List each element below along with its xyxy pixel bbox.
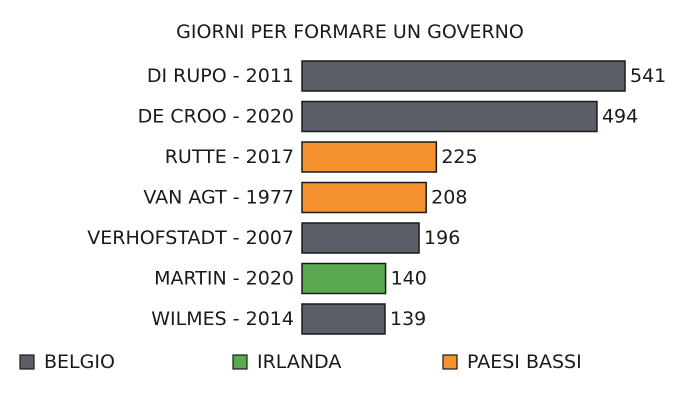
- bar: [301, 262, 387, 295]
- legend-swatch: [19, 354, 35, 370]
- legend-swatch: [232, 354, 248, 370]
- legend-label: IRLANDA: [257, 351, 341, 373]
- legend-label: BELGIO: [44, 351, 115, 373]
- category-label: RUTTE - 2017: [165, 146, 294, 168]
- value-label: 140: [391, 268, 427, 290]
- legend-swatch: [442, 354, 458, 370]
- bar: [301, 100, 598, 133]
- value-label: 225: [441, 146, 477, 168]
- category-label: DI RUPO - 2011: [147, 65, 294, 87]
- value-label: 196: [424, 227, 460, 249]
- legend-item: PAESI BASSI: [442, 351, 582, 373]
- category-label: DE CROO - 2020: [138, 106, 294, 128]
- bars-group: DI RUPO - 2011 541 DE CROO - 2020 494 RUTTE …: [87, 60, 666, 335]
- chart-title: GIORNI PER FORMARE UN GOVERNO: [176, 21, 524, 43]
- value-label: 139: [390, 308, 426, 330]
- bar: [301, 303, 386, 335]
- category-label: MARTIN - 2020: [154, 268, 294, 290]
- value-label: 208: [431, 187, 467, 209]
- value-label: 494: [602, 106, 638, 128]
- category-label: VERHOFSTADT - 2007: [87, 227, 294, 249]
- category-label: WILMES - 2014: [151, 308, 294, 330]
- legend-item: IRLANDA: [232, 351, 341, 373]
- legend-item: BELGIO: [19, 351, 115, 373]
- bar: [301, 60, 626, 92]
- bar: [301, 222, 420, 254]
- category-label: VAN AGT - 1977: [143, 187, 294, 209]
- bar: [301, 141, 438, 173]
- legend-label: PAESI BASSI: [467, 351, 582, 373]
- legend: BELGIO IRLANDA PAESI BASSI: [19, 351, 582, 373]
- bar: [301, 181, 427, 214]
- value-label: 541: [630, 65, 666, 87]
